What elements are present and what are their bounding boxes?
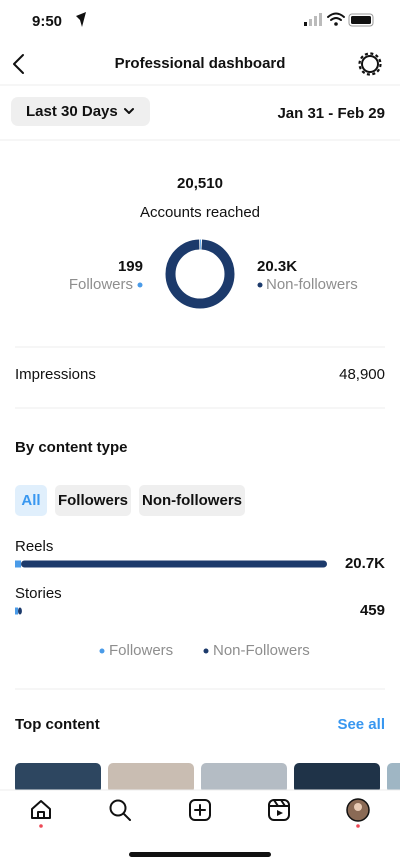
- filter-chip-label: All: [21, 492, 40, 509]
- create-tab[interactable]: [189, 799, 211, 821]
- donut-segment: [165, 239, 235, 309]
- wifi-icon: [327, 12, 345, 21]
- status-time: 9:50: [32, 13, 62, 30]
- impressions-value: 48,900: [339, 366, 385, 383]
- non-followers-label: Non-followers: [266, 276, 358, 293]
- bar-followers: [15, 560, 22, 568]
- thumbnail[interactable]: [108, 763, 194, 793]
- legend-dot: [99, 648, 105, 654]
- section-title: By content type: [15, 439, 128, 456]
- legend-label: Non-Followers: [213, 642, 310, 659]
- bar-followers: [15, 607, 19, 615]
- legend-dot: [257, 282, 263, 288]
- legend-label: Followers: [109, 642, 173, 659]
- back-button[interactable]: [13, 54, 24, 74]
- legend-dot: [137, 282, 143, 288]
- location-icon: [76, 12, 86, 27]
- legend-dot: [203, 648, 209, 654]
- battery-level: [351, 16, 371, 24]
- date-filter-label: Last 30 Days: [26, 103, 118, 120]
- category-total: 20.7K: [345, 555, 385, 572]
- thumbnail[interactable]: [201, 763, 287, 793]
- bar-non-followers: [21, 560, 327, 568]
- see-all-link[interactable]: See all: [337, 716, 385, 733]
- filter-chip[interactable]: [55, 485, 131, 516]
- accounts-reached-label: Accounts reached: [140, 204, 260, 221]
- category-label: Stories: [15, 585, 62, 602]
- donut-segment: [165, 239, 235, 309]
- bar-non-followers: [18, 607, 22, 615]
- thumbnail[interactable]: [387, 763, 400, 793]
- filter-chip-label: Non-followers: [142, 492, 242, 509]
- notification-dot: [39, 824, 43, 828]
- thumbnail[interactable]: [15, 763, 101, 793]
- category-label: Reels: [15, 538, 53, 555]
- wifi-dot: [334, 22, 338, 26]
- notification-dot: [356, 824, 360, 828]
- settings-button[interactable]: [358, 52, 382, 76]
- impressions-label: Impressions: [15, 366, 96, 383]
- accounts-reached-total: 20,510: [177, 175, 223, 192]
- profile-tab[interactable]: [346, 798, 370, 822]
- date-filter-button[interactable]: [11, 97, 150, 126]
- page-title: Professional dashboard: [115, 55, 286, 72]
- home-tab[interactable]: [31, 800, 51, 819]
- reels-tab[interactable]: [268, 799, 290, 821]
- date-range: Jan 31 - Feb 29: [277, 105, 385, 122]
- home-indicator: [129, 852, 271, 857]
- search-tab[interactable]: [109, 799, 131, 821]
- thumbnail[interactable]: [294, 763, 380, 793]
- battery-icon: [348, 13, 374, 27]
- signal-icon: [304, 13, 322, 26]
- filter-chip-label: Followers: [58, 492, 128, 509]
- followers-count: 199: [118, 258, 143, 275]
- chevron: [124, 108, 134, 114]
- section-title: Top content: [15, 716, 100, 733]
- filter-chip[interactable]: [139, 485, 245, 516]
- category-total: 459: [360, 602, 385, 619]
- filter-chip[interactable]: [15, 485, 47, 516]
- followers-label: Followers: [69, 276, 133, 293]
- non-followers-count: 20.3K: [257, 258, 297, 275]
